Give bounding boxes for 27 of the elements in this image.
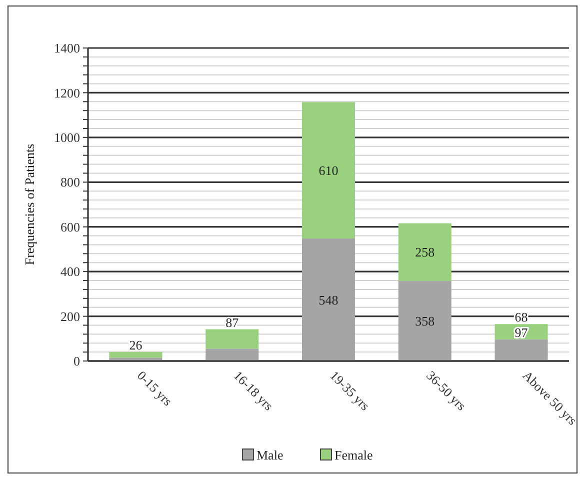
bar — [302, 238, 356, 361]
bar — [398, 223, 452, 281]
data-label: 26 — [129, 337, 143, 352]
bar — [206, 348, 259, 361]
data-label: 358 — [415, 314, 435, 329]
y-tick-label: 600 — [60, 219, 80, 234]
data-label: 258 — [415, 244, 435, 260]
bar — [398, 280, 452, 361]
y-tick-label: 1000 — [54, 130, 80, 145]
y-tick-label: 200 — [60, 308, 80, 324]
bar — [494, 339, 548, 361]
bar — [206, 329, 259, 349]
x-tick-label: 0-15 yrs — [134, 368, 176, 409]
bar — [109, 352, 162, 358]
y-tick-label: 0 — [74, 354, 80, 369]
y-tick-label: 400 — [60, 264, 80, 280]
bar — [302, 102, 356, 238]
y-tick-label: 1200 — [54, 85, 80, 100]
data-label: 87 — [226, 314, 240, 330]
data-label: 548 — [318, 292, 338, 308]
data-label: 610 — [318, 162, 338, 178]
data-label: 97 — [514, 324, 528, 340]
legend-label: Male — [256, 448, 284, 463]
legend-label: Female — [334, 448, 373, 463]
y-axis-title: Frequencies of Patients — [22, 144, 37, 266]
y-tick-label: 800 — [60, 174, 80, 190]
y-tick-label: 1400 — [54, 40, 80, 56]
